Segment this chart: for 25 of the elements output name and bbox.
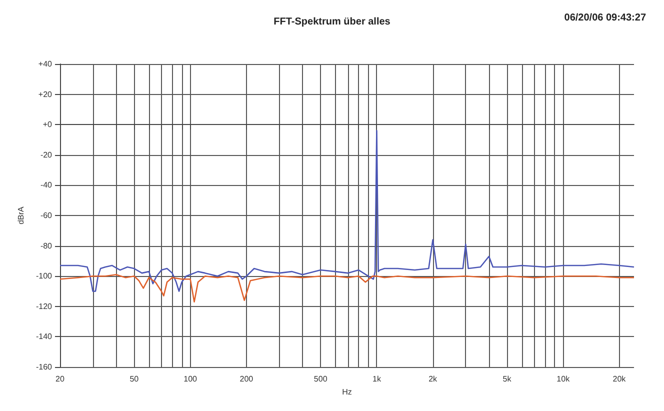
y-tick-label: -40 [40,180,53,190]
y-tick-label: +0 [42,120,53,130]
y-tick-label: +20 [38,90,53,99]
y-tick-label: -140 [36,332,53,342]
x-tick-label: 500 [314,374,328,384]
y-tick-label: -160 [36,362,53,372]
x-tick-label: 2k [428,374,438,384]
y-tick-label: -120 [36,302,53,311]
y-tick-label: -80 [40,241,53,250]
x-tick-label: 200 [240,374,254,384]
x-tick-label: 5k [502,374,512,384]
y-tick-label: +40 [38,60,53,68]
y-tick-label: -60 [40,211,53,220]
x-axis-title: Hz [342,387,352,396]
y-tick-label: -100 [36,272,53,281]
x-tick-label: 20 [56,374,65,384]
chart-title: FFT-Spektrum über alles [274,16,391,28]
x-tick-label: 20k [612,374,627,384]
y-tick-label: -20 [40,150,53,160]
y-axis-title: dBrA [16,206,26,224]
x-tick-label: 10k [556,374,571,384]
text: 06/20/06 09:43:27 [564,12,646,24]
x-tick-label: 1k [372,374,382,384]
x-tick-label: 100 [184,374,198,384]
x-tick-label: 50 [130,374,140,384]
